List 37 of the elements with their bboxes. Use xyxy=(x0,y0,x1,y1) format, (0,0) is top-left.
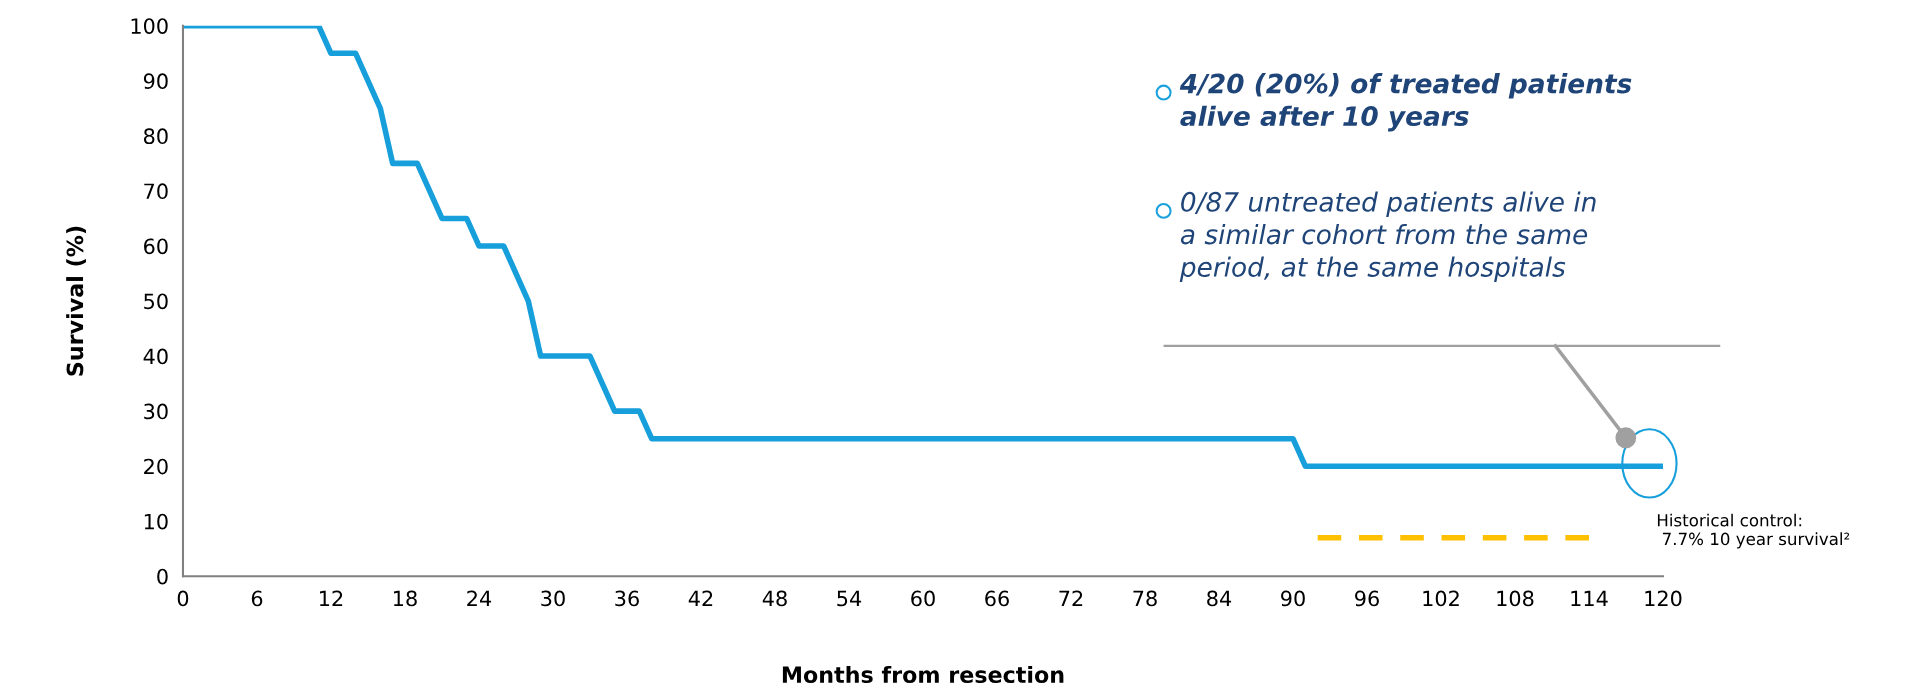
y-tick-label: 20 xyxy=(144,458,168,475)
x-tick-label: 84 xyxy=(1207,590,1232,607)
y-tick-label: 60 xyxy=(144,238,168,255)
x-tick-label: 108 xyxy=(1497,590,1534,607)
annotation: 4/20 (20%) of treated patients alive after 10 years xyxy=(1179,73,1632,132)
x-tick-label: 102 xyxy=(1423,590,1459,607)
y-tick-label: 0 xyxy=(157,568,168,585)
x-tick-label: 90 xyxy=(1281,590,1305,607)
y-tick-label: 10 xyxy=(144,513,168,530)
y-tick-label: 70 xyxy=(144,183,168,200)
x-tick-label: 42 xyxy=(688,590,713,607)
y-tick-label: 90 xyxy=(143,73,168,90)
x-tick-label: 12 xyxy=(320,590,343,607)
y-tick-label: 30 xyxy=(144,403,168,420)
y-tick-label: 100 xyxy=(131,18,168,34)
x-tick-label: 18 xyxy=(394,590,417,607)
x-tick-label: 60 xyxy=(911,590,935,607)
y-tick-label: 80 xyxy=(143,128,168,145)
x-tick-label: 24 xyxy=(467,590,492,607)
y-tick-label: 40 xyxy=(143,348,168,365)
x-tick-label: 48 xyxy=(762,590,787,607)
x-tick-label: 72 xyxy=(1059,590,1083,607)
x-tick-label: 54 xyxy=(837,590,862,607)
x-tick-label: 0 xyxy=(177,590,189,607)
x-axis-title: Months from resection xyxy=(782,665,1064,684)
x-tick-label: 66 xyxy=(985,590,1009,607)
x-tick-label: 78 xyxy=(1133,590,1157,607)
x-tick-label: 30 xyxy=(541,590,565,607)
annotation: Historical control: 7.7% 10 year survival² xyxy=(1657,513,1850,549)
x-tick-label: 96 xyxy=(1355,590,1379,607)
annotation: 0/87 untreated patients alive in a similar cohort from the same period, at the same hospitals xyxy=(1179,191,1596,283)
x-tick-label: 6 xyxy=(251,590,263,607)
x-tick-label: 114 xyxy=(1571,590,1608,607)
x-tick-label: 120 xyxy=(1645,590,1682,607)
x-tick-label: 36 xyxy=(615,590,639,607)
y-tick-label: 50 xyxy=(144,293,168,310)
y-axis-title: Survival (%) xyxy=(66,226,86,376)
